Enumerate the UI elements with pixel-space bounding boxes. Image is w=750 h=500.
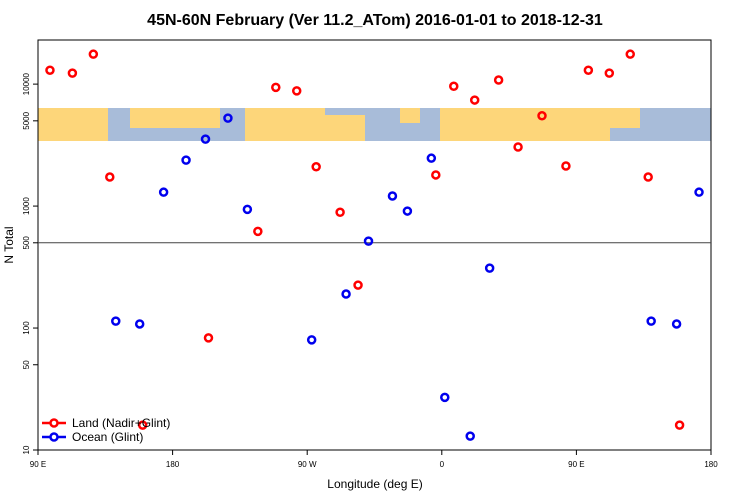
point [306, 335, 317, 345]
point [469, 95, 480, 105]
x-tick-label: 180 [166, 460, 180, 469]
point [694, 187, 704, 197]
chart-title: 45N-60N February (Ver 11.2_ATom) 2016-01… [147, 12, 603, 29]
legend-marker [49, 418, 59, 428]
point [387, 191, 398, 201]
legend-label: Ocean (Glint) [72, 430, 143, 444]
point [253, 226, 263, 237]
point [335, 207, 345, 218]
point [583, 65, 594, 75]
plot-frame [37, 39, 712, 451]
point [671, 319, 682, 329]
point [643, 172, 653, 182]
point [646, 316, 656, 326]
y-axis-label: N Total [2, 226, 16, 263]
point [203, 333, 214, 343]
point [493, 75, 504, 85]
point [200, 134, 211, 144]
point [674, 420, 685, 430]
x-axis-label: Longitude (deg E) [327, 477, 422, 491]
point [537, 111, 547, 121]
point [88, 49, 99, 59]
point [513, 142, 523, 152]
y-tick-label: 10 [22, 445, 31, 454]
point [353, 280, 363, 290]
point [311, 162, 321, 172]
point [465, 431, 475, 441]
point [363, 236, 374, 246]
point [67, 68, 78, 78]
y-tick-label: 500 [22, 236, 31, 250]
point [402, 206, 413, 216]
y-tick-label: 100 [22, 321, 31, 335]
point [45, 65, 55, 75]
x-tick-label: 90 E [30, 460, 46, 469]
point [242, 204, 253, 215]
x-tick-label: 180 [704, 460, 718, 469]
y-tick-label: 50 [22, 360, 31, 369]
point [137, 420, 148, 430]
y-tick-label: 10000 [22, 72, 31, 95]
y-tick-label: 1000 [22, 197, 31, 215]
point [431, 170, 441, 180]
point [449, 81, 459, 92]
point [181, 155, 191, 165]
point [604, 68, 615, 78]
point [625, 49, 635, 59]
point [291, 86, 302, 96]
point [561, 161, 571, 171]
point [223, 113, 233, 123]
point [341, 289, 351, 299]
map-strip [38, 108, 711, 141]
point [271, 82, 281, 93]
point [426, 153, 437, 163]
x-tick-label: 90 E [568, 460, 584, 469]
point [484, 263, 495, 273]
point [134, 319, 145, 329]
legend-marker [49, 432, 59, 442]
legend-label: Land (Nadir+Glint) [72, 416, 170, 430]
point [440, 392, 450, 403]
point [158, 187, 169, 197]
x-tick-label: 0 [440, 460, 445, 469]
point [111, 316, 121, 326]
point [105, 172, 115, 182]
x-tick-label: 90 W [298, 460, 317, 469]
y-tick-label: 5000 [22, 111, 31, 129]
